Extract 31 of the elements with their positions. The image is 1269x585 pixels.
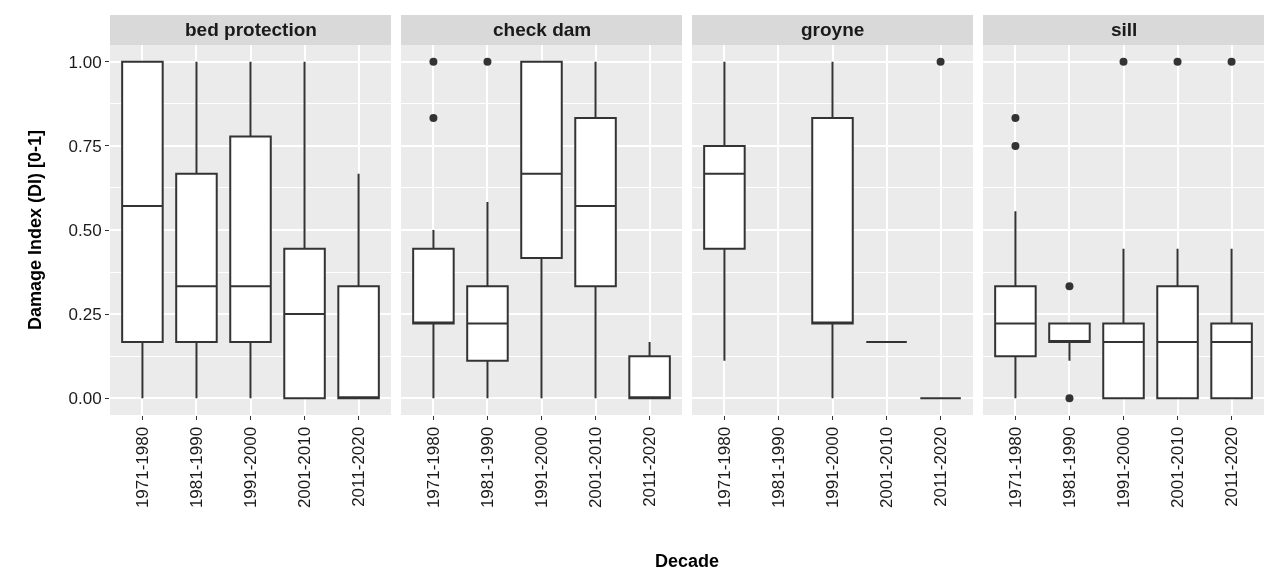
x-tick-label: 1981-1990 <box>477 426 497 509</box>
y-tick-label: 0.00 <box>68 389 102 409</box>
x-tick-label: 1991-2000 <box>532 426 552 509</box>
x-tick-label: 1981-1990 <box>1059 426 1079 509</box>
x-tick-label: 2001-2010 <box>295 426 315 509</box>
x-tick-label: 2001-2010 <box>877 426 897 509</box>
y-axis-title: Damage Index (DI) [0-1] <box>25 129 45 330</box>
x-tick-label: 2001-2010 <box>586 426 606 509</box>
x-tick-label: 1991-2000 <box>1114 426 1134 509</box>
y-tick-label: 0.75 <box>68 136 102 156</box>
x-tick-label: 1971-1980 <box>1005 426 1025 509</box>
x-tick-label: 2011-2020 <box>1222 426 1242 507</box>
x-tick-label: 2001-2010 <box>1168 426 1188 509</box>
x-tick-label: 2011-2020 <box>640 426 660 507</box>
chart-title: bed protection <box>185 19 317 40</box>
y-tick-label: 1.00 <box>68 52 102 72</box>
x-tick-label: 1991-2000 <box>823 426 843 509</box>
y-tick-label: 0.25 <box>68 305 102 325</box>
x-tick-label: 1971-1980 <box>714 426 734 509</box>
x-tick-label: 2011-2020 <box>931 426 951 507</box>
x-tick-label: 1971-1980 <box>423 426 443 509</box>
x-tick-label: 1981-1990 <box>186 426 206 509</box>
x-tick-label: 1971-1980 <box>132 426 152 509</box>
y-tick-label: 0.50 <box>68 220 102 240</box>
x-tick-label: 2011-2020 <box>349 426 369 507</box>
x-tick-label: 1981-1990 <box>768 426 788 509</box>
chart-title: sill <box>1111 19 1138 40</box>
chart-title: groyne <box>801 19 865 40</box>
x-tick-label: 1991-2000 <box>241 426 261 509</box>
chart-title: check dam <box>493 19 592 40</box>
x-axis-title: Decade <box>655 551 720 571</box>
